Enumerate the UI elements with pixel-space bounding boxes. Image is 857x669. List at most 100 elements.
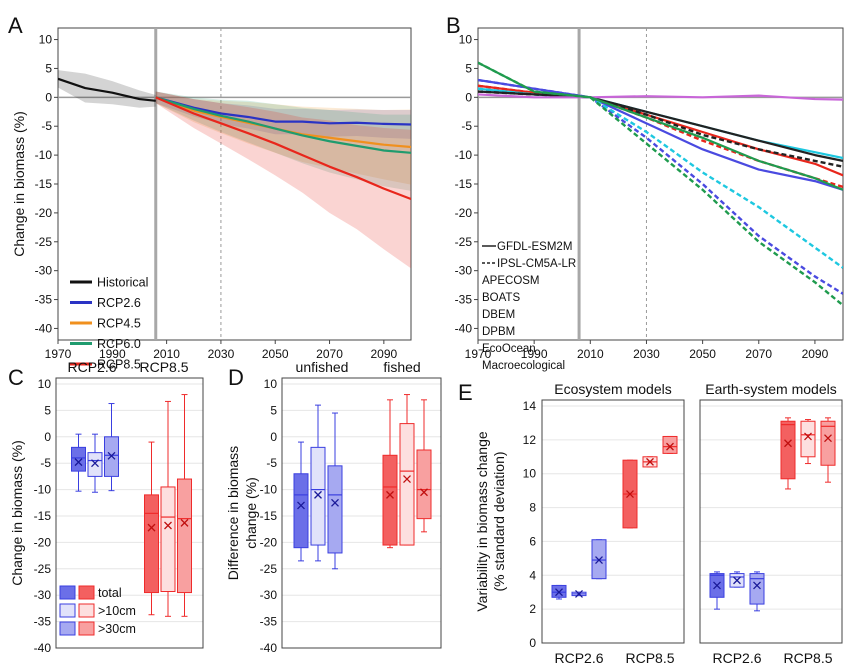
- panel-letter: B: [446, 13, 461, 38]
- y-tick-label: -15: [455, 177, 473, 191]
- panel-letter: A: [8, 13, 23, 38]
- legend-label: IPSL-CM5A-LR: [497, 258, 576, 270]
- box-mean-marker: [314, 490, 322, 499]
- y-tick-label: -5: [40, 456, 51, 470]
- y-tick-label: -35: [455, 293, 473, 307]
- y-tick-label: -25: [35, 235, 53, 249]
- box-rect: [160, 486, 176, 593]
- group-label: RCP8.5: [625, 650, 674, 666]
- box-rect: [416, 449, 432, 520]
- box-mean-marker: [753, 581, 761, 590]
- box-mean-marker: [784, 439, 792, 448]
- box-rect: [293, 473, 309, 549]
- legend-swatch: [59, 603, 76, 618]
- legend-label: BOATS: [482, 292, 520, 304]
- band-RCP2.6: [155, 91, 411, 139]
- legend-label: EcoOcean: [482, 343, 536, 355]
- legend-swatch: [78, 603, 95, 618]
- y-tick-label: -15: [34, 509, 52, 523]
- x-tick-label: 2010: [577, 347, 604, 361]
- box-mean-marker: [331, 498, 339, 507]
- legend-swatch: [59, 621, 76, 636]
- plot-content: [58, 70, 411, 269]
- y-tick-label: -10: [35, 148, 53, 162]
- panel-E: E Variability in biomass change(% standar…: [458, 380, 843, 666]
- box-mean-marker: [164, 521, 172, 530]
- y-tick-label: 5: [270, 403, 277, 417]
- plot-frame: [541, 399, 685, 644]
- box-mean-marker: [386, 490, 394, 499]
- y-tick-label: -20: [260, 535, 278, 549]
- series-line: [155, 96, 411, 126]
- x-tick-label: 2090: [370, 347, 397, 361]
- legend-label: RCP2.6: [97, 296, 141, 310]
- legend-label: GFDL-ESM2M: [497, 241, 572, 253]
- y-tick-label: -10: [260, 483, 278, 497]
- legend-label: Historical: [97, 276, 148, 290]
- x-tick-label: 2030: [633, 347, 660, 361]
- y-tick-label: -30: [260, 588, 278, 602]
- legend-label: RCP6.0: [97, 337, 141, 351]
- y-tick-label: -20: [34, 535, 52, 549]
- y-tick-label: 10: [459, 33, 473, 47]
- y-tick-label: -40: [260, 641, 278, 655]
- series-line: [478, 61, 843, 307]
- group-label: RCP2.6: [712, 650, 761, 666]
- y-tick-label: 0: [465, 90, 472, 104]
- y-tick-label: 12: [523, 433, 537, 447]
- plot-frame: [281, 377, 442, 649]
- x-tick-label: 1990: [99, 347, 126, 361]
- y-tick-label: 5: [44, 403, 51, 417]
- box-rect: [780, 420, 796, 480]
- legend-label: APECOSM: [482, 275, 540, 287]
- legend-swatch: [59, 585, 76, 600]
- x-tick-label: 2050: [262, 347, 289, 361]
- legend-label: Macroecological: [482, 360, 565, 372]
- y-tick-label: 0: [529, 636, 536, 650]
- y-axis-label-line: Difference in biomass: [225, 446, 241, 580]
- x-tick-label: 2090: [802, 347, 829, 361]
- y-axis-label: Change in biomass (%): [9, 440, 25, 586]
- box-mean-marker: [420, 488, 428, 497]
- plot-frame: [699, 399, 843, 644]
- y-tick-label: -25: [455, 235, 473, 249]
- box-rect: [87, 452, 103, 477]
- y-tick-label: -40: [35, 321, 53, 335]
- y-tick-label: 10: [523, 467, 537, 481]
- box-mean-marker: [713, 581, 721, 590]
- y-tick-label: -10: [455, 148, 473, 162]
- group-label: RCP2.6: [554, 650, 603, 666]
- box-mean-marker: [646, 457, 654, 466]
- legend-label: >10cm: [98, 604, 136, 618]
- y-tick-label: 10: [264, 377, 278, 391]
- subpanel-title: Ecosystem models: [554, 381, 671, 397]
- box-mean-marker: [180, 518, 189, 527]
- panel-letter: C: [8, 365, 24, 390]
- y-tick-label: -35: [260, 615, 278, 629]
- x-tick-label: 2010: [153, 347, 180, 361]
- box-rect: [800, 420, 816, 458]
- x-tick-label: 1970: [465, 347, 492, 361]
- y-tick-label: -25: [34, 562, 52, 576]
- y-axis-label: Difference in biomass change (%): [225, 446, 259, 580]
- legend-swatch: [78, 585, 95, 600]
- y-axis-label-line: Variability in biomass change: [474, 431, 490, 611]
- y-tick-label: -40: [34, 641, 52, 655]
- group-label: RCP8.5: [783, 650, 832, 666]
- series-line: [478, 93, 843, 101]
- box-mean-marker: [575, 589, 583, 598]
- y-tick-label: -25: [260, 562, 278, 576]
- box-mean-marker: [403, 475, 411, 483]
- y-tick-label: -35: [35, 293, 53, 307]
- y-tick-label: -35: [34, 615, 52, 629]
- panel-letter: E: [458, 380, 473, 405]
- band-RCP8.5: [155, 91, 411, 269]
- legend-label: total: [98, 586, 122, 600]
- plot-area: [57, 27, 412, 341]
- y-axis-label-line: change (%): [243, 477, 259, 549]
- y-tick-label: -20: [455, 206, 473, 220]
- legend-label: >30cm: [98, 622, 136, 636]
- y-tick-label: 0: [45, 90, 52, 104]
- y-tick-label: -5: [41, 119, 52, 133]
- y-axis-label: Variability in biomass change(% standard…: [474, 431, 507, 611]
